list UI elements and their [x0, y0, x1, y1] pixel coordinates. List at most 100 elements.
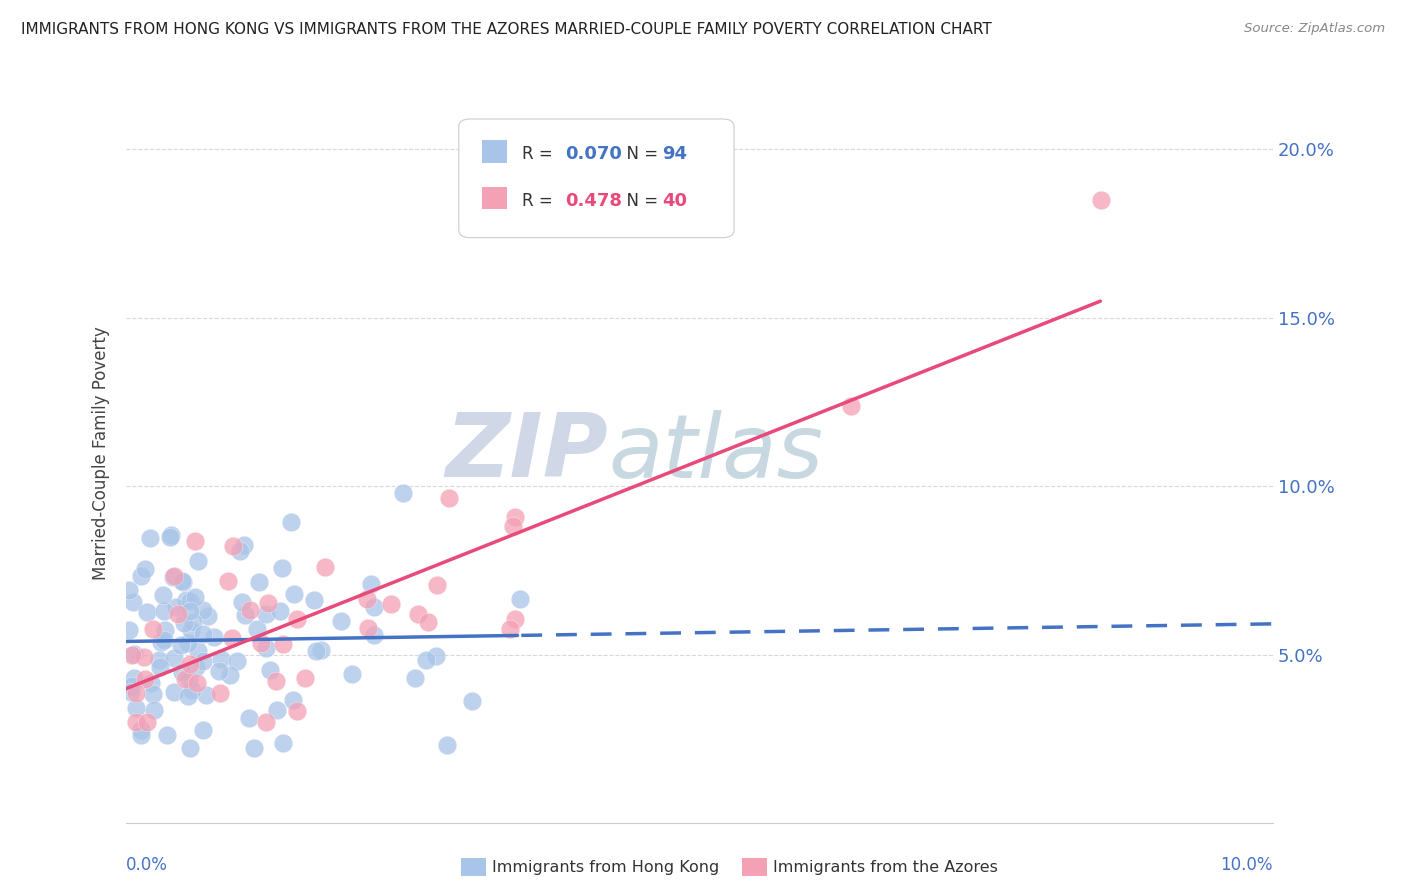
Point	[340, 667, 363, 681]
Point	[156, 728, 179, 742]
Point	[163, 651, 186, 665]
Point	[149, 660, 172, 674]
Point	[152, 588, 174, 602]
Point	[191, 654, 214, 668]
Point	[197, 609, 219, 624]
Point	[139, 675, 162, 690]
Point	[254, 640, 277, 655]
Point	[191, 723, 214, 737]
Point	[184, 660, 207, 674]
Point	[120, 685, 142, 699]
Point	[498, 622, 520, 636]
Point	[219, 668, 242, 682]
Text: Source: ZipAtlas.com: Source: ZipAtlas.com	[1244, 22, 1385, 36]
Text: IMMIGRANTS FROM HONG KONG VS IMMIGRANTS FROM THE AZORES MARRIED-COUPLE FAMILY PO: IMMIGRANTS FROM HONG KONG VS IMMIGRANTS …	[21, 22, 991, 37]
Point	[181, 615, 204, 629]
Point	[229, 544, 252, 558]
Point	[183, 533, 205, 548]
Point	[408, 607, 430, 621]
Point	[437, 491, 460, 505]
Point	[195, 688, 218, 702]
Point	[148, 652, 170, 666]
Point	[509, 591, 531, 606]
Point	[165, 600, 187, 615]
Point	[121, 648, 143, 662]
Point	[418, 615, 440, 630]
Point	[136, 715, 159, 730]
Text: 0.478: 0.478	[565, 192, 623, 210]
Point	[191, 627, 214, 641]
Point	[125, 715, 148, 730]
Point	[259, 664, 281, 678]
Point	[187, 644, 209, 658]
Text: 0.0%: 0.0%	[127, 855, 169, 873]
Point	[1090, 193, 1112, 207]
Point	[153, 633, 176, 648]
Point	[309, 643, 332, 657]
Point	[363, 600, 385, 615]
Point	[134, 672, 156, 686]
Point	[191, 603, 214, 617]
Point	[179, 657, 201, 672]
Point	[283, 587, 305, 601]
Point	[243, 740, 266, 755]
Point	[239, 602, 262, 616]
Point	[391, 485, 413, 500]
Text: atlas: atlas	[607, 409, 823, 496]
Point	[330, 614, 353, 628]
Point	[225, 654, 247, 668]
Point	[415, 652, 437, 666]
Point	[135, 606, 157, 620]
Point	[153, 623, 176, 637]
Point	[174, 593, 197, 607]
Point	[163, 568, 186, 582]
Point	[170, 574, 193, 588]
Point	[247, 575, 270, 590]
Text: 94: 94	[662, 145, 686, 163]
Point	[209, 686, 232, 700]
Point	[181, 682, 204, 697]
Point	[266, 703, 288, 717]
Point	[232, 538, 254, 552]
Point	[280, 516, 302, 530]
Point	[159, 530, 181, 544]
Text: 0.070: 0.070	[565, 145, 623, 163]
Text: N =: N =	[616, 145, 664, 163]
Point	[314, 560, 336, 574]
Point	[174, 672, 197, 686]
Point	[839, 399, 862, 413]
Point	[124, 686, 146, 700]
Text: Immigrants from Hong Kong: Immigrants from Hong Kong	[492, 860, 718, 874]
Point	[271, 736, 294, 750]
Point	[139, 531, 162, 545]
Point	[436, 739, 458, 753]
Point	[170, 665, 193, 679]
Point	[254, 607, 277, 622]
FancyBboxPatch shape	[458, 119, 734, 237]
Point	[208, 664, 231, 678]
Point	[256, 715, 278, 730]
FancyBboxPatch shape	[482, 140, 508, 162]
Point	[302, 592, 325, 607]
Point	[129, 723, 152, 737]
Point	[134, 649, 156, 664]
Point	[264, 673, 287, 688]
Point	[404, 671, 426, 685]
Y-axis label: Married-Couple Family Poverty: Married-Couple Family Poverty	[93, 326, 110, 580]
Point	[131, 569, 153, 583]
Point	[238, 711, 260, 725]
Point	[269, 603, 291, 617]
Point	[134, 562, 156, 576]
Text: Immigrants from the Azores: Immigrants from the Azores	[773, 860, 998, 874]
Point	[118, 583, 141, 598]
Point	[186, 676, 208, 690]
Point	[160, 528, 183, 542]
Text: N =: N =	[616, 192, 664, 210]
Point	[209, 652, 232, 666]
Point	[176, 690, 198, 704]
Point	[250, 636, 273, 650]
Point	[360, 576, 382, 591]
Point	[184, 591, 207, 605]
Point	[142, 687, 165, 701]
Point	[231, 595, 253, 609]
